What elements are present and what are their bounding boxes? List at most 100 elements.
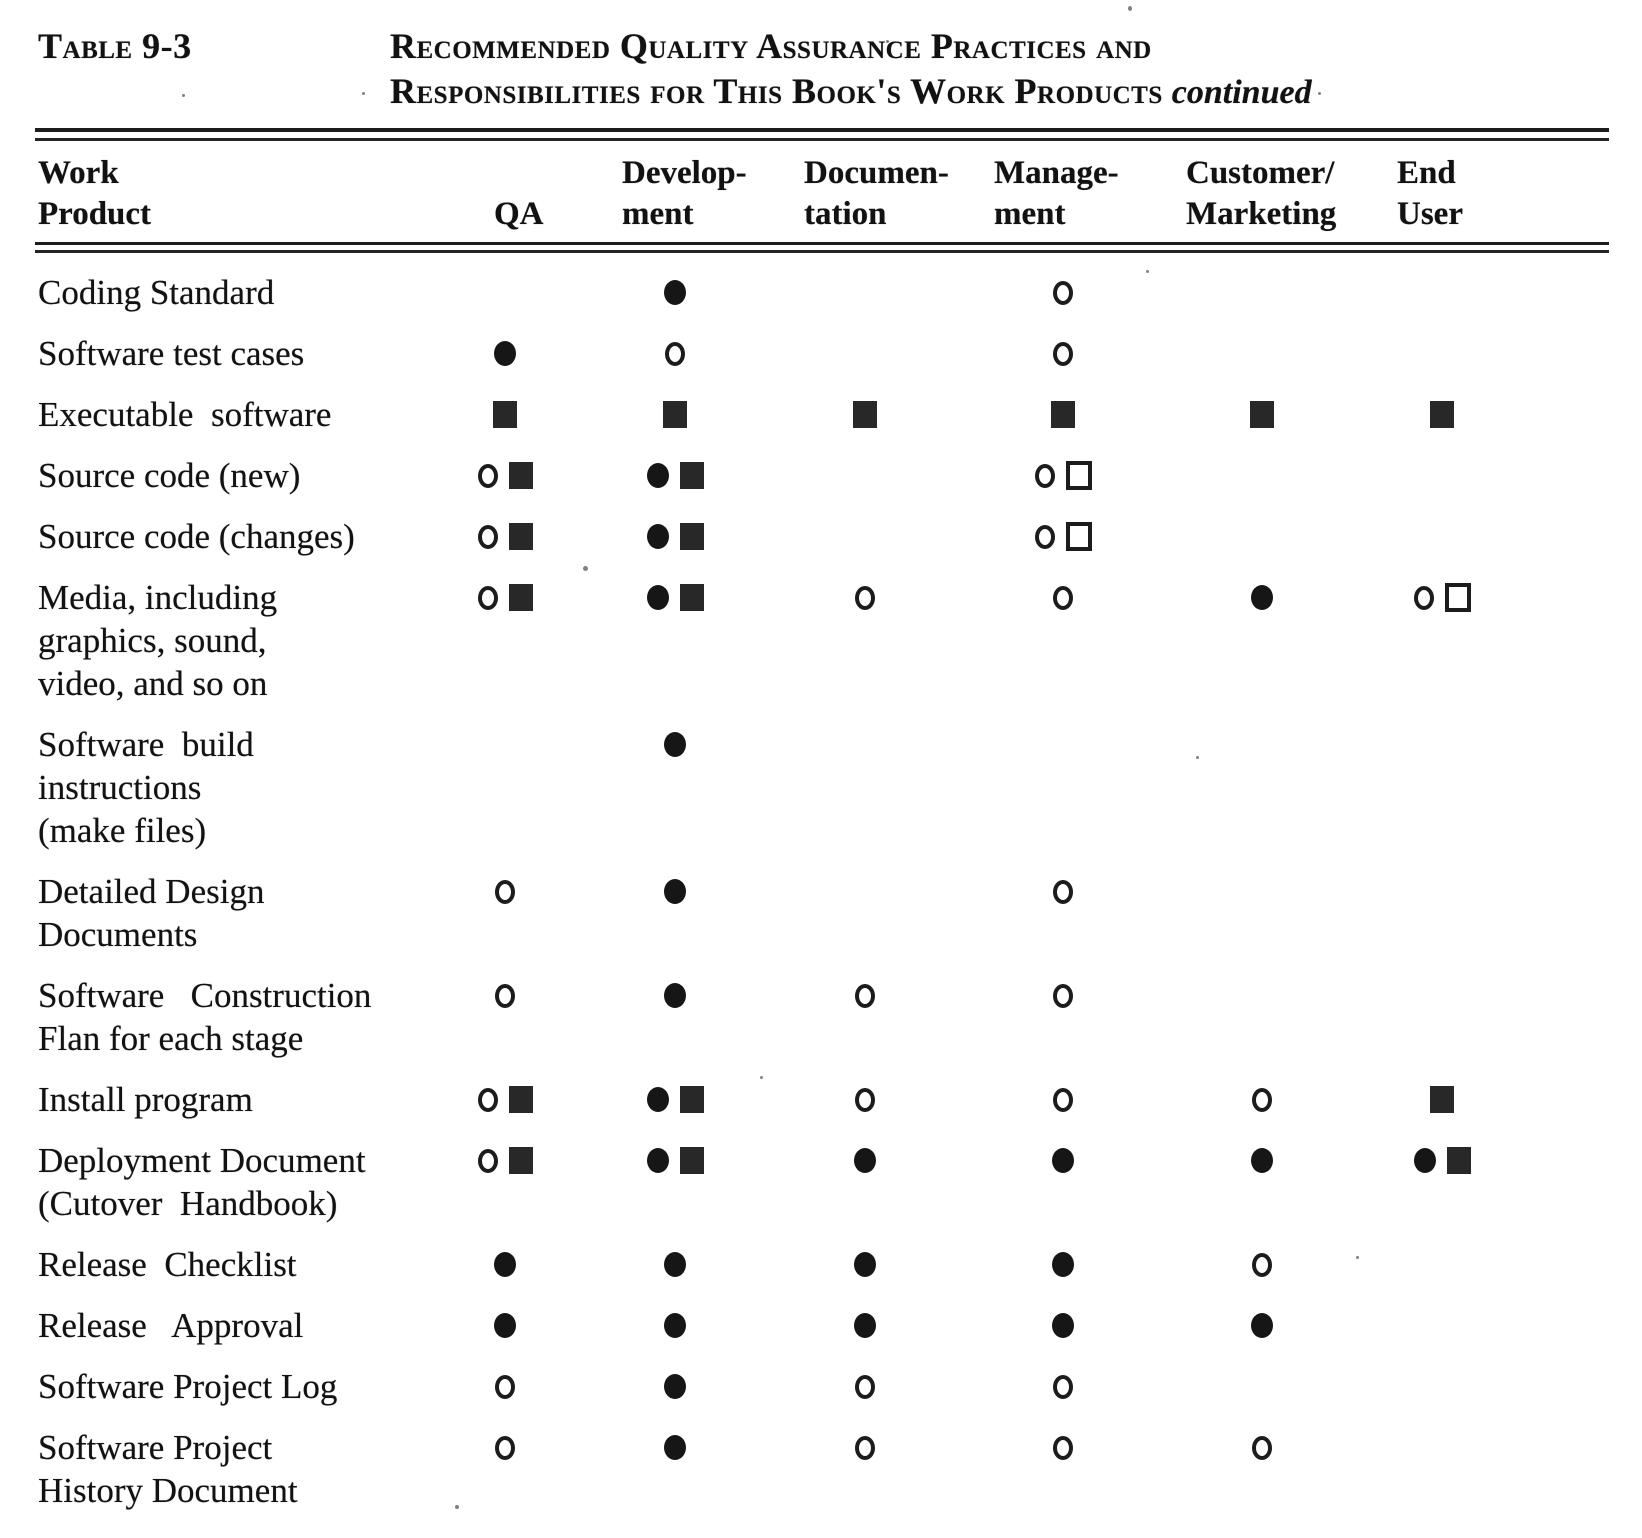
cell-customer-marketing bbox=[1182, 576, 1342, 619]
cell-customer-marketing bbox=[1182, 393, 1342, 436]
cell-customer-marketing bbox=[1182, 1243, 1342, 1286]
cell-management bbox=[944, 1139, 1182, 1182]
cell-documentation bbox=[786, 393, 944, 436]
cell-documentation bbox=[786, 870, 944, 913]
filled-square-mark bbox=[679, 584, 704, 611]
open-circle-mark bbox=[1034, 524, 1055, 549]
open-circle-mark bbox=[1053, 879, 1073, 904]
cell-customer-marketing bbox=[1182, 271, 1342, 314]
filled-circle-mark bbox=[1251, 1148, 1273, 1173]
filled-circle-mark bbox=[1251, 1313, 1273, 1338]
cell-end-user bbox=[1342, 723, 1542, 766]
work-product-name: Coding Standard bbox=[38, 273, 275, 312]
table-title: Recommended Quality Assurance Practices … bbox=[390, 24, 1312, 115]
open-circle-mark bbox=[495, 1435, 515, 1460]
cell-management bbox=[944, 515, 1182, 558]
cell-qa bbox=[446, 1139, 564, 1182]
cell-management bbox=[944, 1304, 1182, 1347]
work-product-name: Software test cases bbox=[38, 334, 305, 373]
filled-circle-mark bbox=[1251, 585, 1273, 610]
cell-development bbox=[564, 870, 786, 913]
cell-management bbox=[944, 870, 1182, 913]
filled-circle-mark bbox=[664, 879, 686, 904]
work-product-name: Detailed Design Documents bbox=[38, 872, 265, 954]
work-product-name: Software Construction Flan for each stag… bbox=[38, 976, 372, 1058]
open-circle-mark bbox=[855, 585, 875, 610]
cell-end-user bbox=[1342, 1139, 1542, 1182]
cell-documentation bbox=[786, 723, 944, 766]
cell-qa bbox=[446, 393, 564, 436]
table-row: Software build instructions (make files) bbox=[0, 715, 1642, 862]
cell-development bbox=[564, 974, 786, 1017]
table-title-line2: Responsibilities for This Book's Work Pr… bbox=[390, 71, 1312, 111]
filled-square-mark bbox=[679, 462, 704, 489]
work-product-name: Source code (changes) bbox=[38, 517, 355, 556]
cell-qa bbox=[446, 1243, 564, 1286]
table-row: Detailed Design Documents bbox=[0, 862, 1642, 966]
continued-marker: continued bbox=[1171, 74, 1312, 111]
cell-qa bbox=[446, 870, 564, 913]
table-row: Release Checklist bbox=[0, 1235, 1642, 1296]
filled-circle-mark bbox=[664, 1252, 686, 1277]
cell-customer-marketing bbox=[1182, 1139, 1342, 1182]
filled-circle-mark bbox=[494, 1252, 516, 1277]
open-circle-mark bbox=[1034, 463, 1055, 488]
cell-customer-marketing bbox=[1182, 974, 1342, 1017]
cell-end-user bbox=[1342, 515, 1542, 558]
filled-circle-mark bbox=[646, 1148, 669, 1173]
cell-documentation bbox=[786, 1304, 944, 1347]
cell-qa bbox=[446, 454, 564, 497]
filled-circle-mark bbox=[494, 1313, 516, 1338]
filled-square-mark bbox=[1250, 401, 1274, 428]
cell-customer-marketing bbox=[1182, 1078, 1342, 1121]
filled-square-mark bbox=[1446, 1147, 1471, 1174]
table-row: Software Project Log bbox=[0, 1357, 1642, 1418]
work-product-name: Source code (new) bbox=[38, 456, 301, 495]
work-product-name: Deployment Document (Cutover Handbook) bbox=[38, 1141, 366, 1223]
cell-development bbox=[564, 515, 786, 558]
cell-management bbox=[944, 454, 1182, 497]
filled-circle-mark bbox=[1052, 1148, 1074, 1173]
cell-end-user bbox=[1342, 454, 1542, 497]
open-circle-mark bbox=[1252, 1087, 1272, 1112]
open-circle-mark bbox=[855, 1435, 875, 1460]
cell-end-user bbox=[1342, 1426, 1542, 1469]
open-circle-mark bbox=[1252, 1252, 1272, 1277]
cell-management bbox=[944, 332, 1182, 375]
cell-customer-marketing bbox=[1182, 515, 1342, 558]
open-circle-mark bbox=[1053, 341, 1073, 366]
open-circle-mark bbox=[1053, 983, 1073, 1008]
cell-customer-marketing bbox=[1182, 1365, 1342, 1408]
column-header-management: Manage- ment bbox=[994, 155, 1119, 232]
cell-management bbox=[944, 1365, 1182, 1408]
open-circle-mark bbox=[477, 463, 498, 488]
filled-square-mark bbox=[508, 523, 533, 550]
filled-circle-mark bbox=[664, 983, 686, 1008]
filled-square-mark bbox=[493, 401, 517, 428]
cell-end-user bbox=[1342, 974, 1542, 1017]
cell-management bbox=[944, 1426, 1182, 1469]
filled-circle-mark bbox=[854, 1148, 876, 1173]
cell-end-user bbox=[1342, 1078, 1542, 1121]
cell-end-user bbox=[1342, 870, 1542, 913]
open-circle-mark bbox=[855, 1087, 875, 1112]
open-circle-mark bbox=[477, 1148, 498, 1173]
open-square-mark bbox=[1444, 583, 1471, 612]
cell-documentation bbox=[786, 271, 944, 314]
cell-management bbox=[944, 1078, 1182, 1121]
cell-customer-marketing bbox=[1182, 332, 1342, 375]
work-product-name: Release Approval bbox=[38, 1306, 304, 1345]
cell-documentation bbox=[786, 1426, 944, 1469]
filled-circle-mark bbox=[646, 1087, 669, 1112]
table-row: Release Approval bbox=[0, 1296, 1642, 1357]
open-circle-mark bbox=[495, 879, 515, 904]
cell-qa bbox=[446, 723, 564, 766]
table-row: Media, including graphics, sound, video,… bbox=[0, 568, 1642, 715]
open-circle-mark bbox=[477, 524, 498, 549]
column-header-customer-marketing: Customer/ Marketing bbox=[1186, 155, 1337, 232]
table-row: Executable software bbox=[0, 385, 1642, 446]
cell-development bbox=[564, 1365, 786, 1408]
cell-development bbox=[564, 576, 786, 619]
open-circle-mark bbox=[1053, 1374, 1073, 1399]
column-header-work-product: Work Product bbox=[38, 155, 152, 232]
